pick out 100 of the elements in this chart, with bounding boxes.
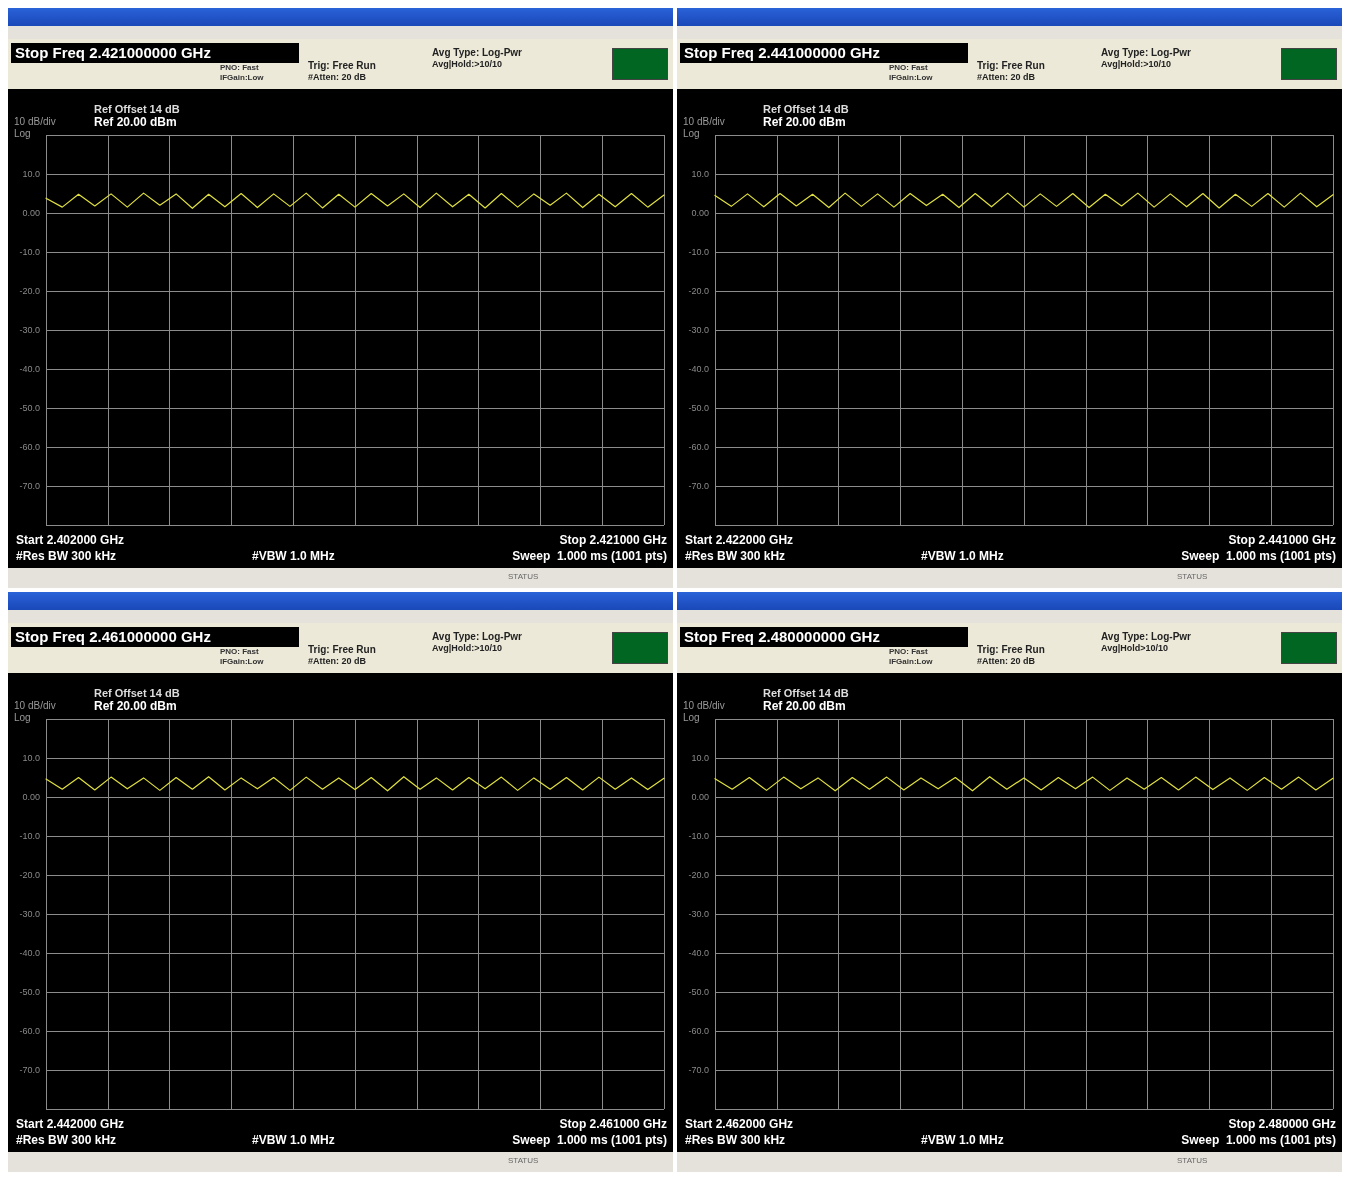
line-series bbox=[714, 192, 1334, 209]
text: Avg Type: Log-Pwr bbox=[432, 47, 522, 58]
text: Trig: Free Run bbox=[308, 644, 376, 655]
y-tick-label: -50.0 bbox=[688, 987, 709, 997]
text: Start 2.402000 GHz bbox=[16, 533, 125, 548]
text: Ref 20.00 dBm bbox=[763, 115, 846, 130]
y-tick-label: -40.0 bbox=[688, 948, 709, 958]
text: Trig: Free Run bbox=[977, 644, 1045, 655]
text: Start 2.442000 GHz bbox=[16, 1117, 125, 1132]
y-tick-label: 0.00 bbox=[691, 208, 709, 218]
text: Avg Type: Log-Pwr bbox=[1101, 631, 1191, 642]
y-tick-label: -20.0 bbox=[688, 286, 709, 296]
y-tick-label: -40.0 bbox=[19, 948, 40, 958]
text: #Res BW 300 kHz bbox=[685, 549, 786, 564]
y-tick-label: -50.0 bbox=[19, 987, 40, 997]
y-tick-label: -70.0 bbox=[688, 481, 709, 491]
line-series bbox=[45, 776, 665, 792]
y-tick-label: -10.0 bbox=[19, 247, 40, 257]
text: #VBW 1.0 MHz bbox=[252, 549, 335, 564]
text: Trig: Free Run bbox=[977, 60, 1045, 71]
y-tick-label: -50.0 bbox=[19, 403, 40, 413]
text: #Atten: 20 dB bbox=[308, 72, 367, 83]
text: IFGain:Low bbox=[889, 73, 933, 83]
text: Ref Offset 14 dB bbox=[94, 103, 180, 116]
text: #VBW 1.0 MHz bbox=[921, 549, 1004, 564]
text: PNO: Fast bbox=[889, 63, 928, 73]
text: #Atten: 20 dB bbox=[308, 656, 367, 667]
y-tick-label: -20.0 bbox=[19, 286, 40, 296]
text: Log bbox=[14, 128, 31, 139]
y-tick-label: -10.0 bbox=[688, 247, 709, 257]
text: Ref Offset 14 dB bbox=[763, 687, 849, 700]
text: IFGain:Low bbox=[889, 657, 933, 667]
y-tick-label: -70.0 bbox=[19, 1065, 40, 1075]
text: Avg|Hold>10/10 bbox=[1101, 643, 1168, 654]
text: STATUS bbox=[508, 572, 539, 582]
y-tick-label: -60.0 bbox=[19, 442, 40, 452]
y-tick-label: -30.0 bbox=[19, 909, 40, 919]
text: PNO: Fast bbox=[220, 63, 259, 73]
text: Start 2.422000 GHz bbox=[685, 533, 794, 548]
y-tick-label: 10.0 bbox=[691, 169, 709, 179]
text: IFGain:Low bbox=[220, 657, 264, 667]
text: PNO: Fast bbox=[889, 647, 928, 657]
y-tick-label: 10.0 bbox=[691, 753, 709, 763]
y-tick-label: -30.0 bbox=[19, 325, 40, 335]
y-axis-title: 10 dB/div bbox=[683, 116, 725, 127]
text: Avg|Hold:>10/10 bbox=[432, 643, 502, 654]
text: Ref Offset 14 dB bbox=[763, 103, 849, 116]
text: Ref 20.00 dBm bbox=[94, 699, 177, 714]
y-tick-label: -60.0 bbox=[19, 1026, 40, 1036]
text: Sweep 1.000 ms (1001 pts) bbox=[1181, 549, 1336, 564]
text: PNO: Fast bbox=[220, 647, 259, 657]
text: #Atten: 20 dB bbox=[977, 656, 1036, 667]
text: Stop 2.421000 GHz bbox=[559, 533, 667, 548]
chart-title: Stop Freq 2.480000000 GHz bbox=[680, 627, 968, 647]
y-tick-label: 0.00 bbox=[691, 792, 709, 802]
text: Log bbox=[683, 712, 700, 723]
chart-title: Stop Freq 2.461000000 GHz bbox=[11, 627, 299, 647]
text: Sweep 1.000 ms (1001 pts) bbox=[1181, 1133, 1336, 1148]
y-tick-label: 0.00 bbox=[22, 792, 40, 802]
y-axis-title: 10 dB/div bbox=[683, 700, 725, 711]
text: Sweep 1.000 ms (1001 pts) bbox=[512, 549, 667, 564]
text: STATUS bbox=[508, 1156, 539, 1166]
y-tick-label: -70.0 bbox=[688, 1065, 709, 1075]
y-axis-title: 10 dB/div bbox=[14, 700, 56, 711]
line-series bbox=[45, 192, 665, 209]
text: Avg|Hold:>10/10 bbox=[1101, 59, 1171, 70]
text: Stop 2.441000 GHz bbox=[1228, 533, 1336, 548]
chart-title: Stop Freq 2.421000000 GHz bbox=[11, 43, 299, 63]
y-tick-label: -60.0 bbox=[688, 1026, 709, 1036]
line-series bbox=[714, 776, 1334, 792]
y-tick-label: 0.00 bbox=[22, 208, 40, 218]
text: Stop 2.461000 GHz bbox=[559, 1117, 667, 1132]
text: Start 2.462000 GHz bbox=[685, 1117, 794, 1132]
text: #VBW 1.0 MHz bbox=[921, 1133, 1004, 1148]
y-tick-label: -70.0 bbox=[19, 481, 40, 491]
y-axis-title: 10 dB/div bbox=[14, 116, 56, 127]
y-tick-label: -30.0 bbox=[688, 325, 709, 335]
text: #VBW 1.0 MHz bbox=[252, 1133, 335, 1148]
y-tick-label: -40.0 bbox=[688, 364, 709, 374]
text: Avg Type: Log-Pwr bbox=[1101, 47, 1191, 58]
text: #Atten: 20 dB bbox=[977, 72, 1036, 83]
text: #Res BW 300 kHz bbox=[16, 549, 117, 564]
text: Log bbox=[14, 712, 31, 723]
y-tick-label: -40.0 bbox=[19, 364, 40, 374]
text: Ref 20.00 dBm bbox=[94, 115, 177, 130]
text: #Res BW 300 kHz bbox=[685, 1133, 786, 1148]
text: Ref Offset 14 dB bbox=[94, 687, 180, 700]
y-tick-label: -60.0 bbox=[688, 442, 709, 452]
y-tick-label: 10.0 bbox=[22, 753, 40, 763]
text: Trig: Free Run bbox=[308, 60, 376, 71]
y-tick-label: 10.0 bbox=[22, 169, 40, 179]
text: Ref 20.00 dBm bbox=[763, 699, 846, 714]
text: #Res BW 300 kHz bbox=[16, 1133, 117, 1148]
text: Sweep 1.000 ms (1001 pts) bbox=[512, 1133, 667, 1148]
text: Avg Type: Log-Pwr bbox=[432, 631, 522, 642]
text: IFGain:Low bbox=[220, 73, 264, 83]
y-tick-label: -50.0 bbox=[688, 403, 709, 413]
y-tick-label: -20.0 bbox=[688, 870, 709, 880]
chart-title: Stop Freq 2.441000000 GHz bbox=[680, 43, 968, 63]
y-tick-label: -30.0 bbox=[688, 909, 709, 919]
